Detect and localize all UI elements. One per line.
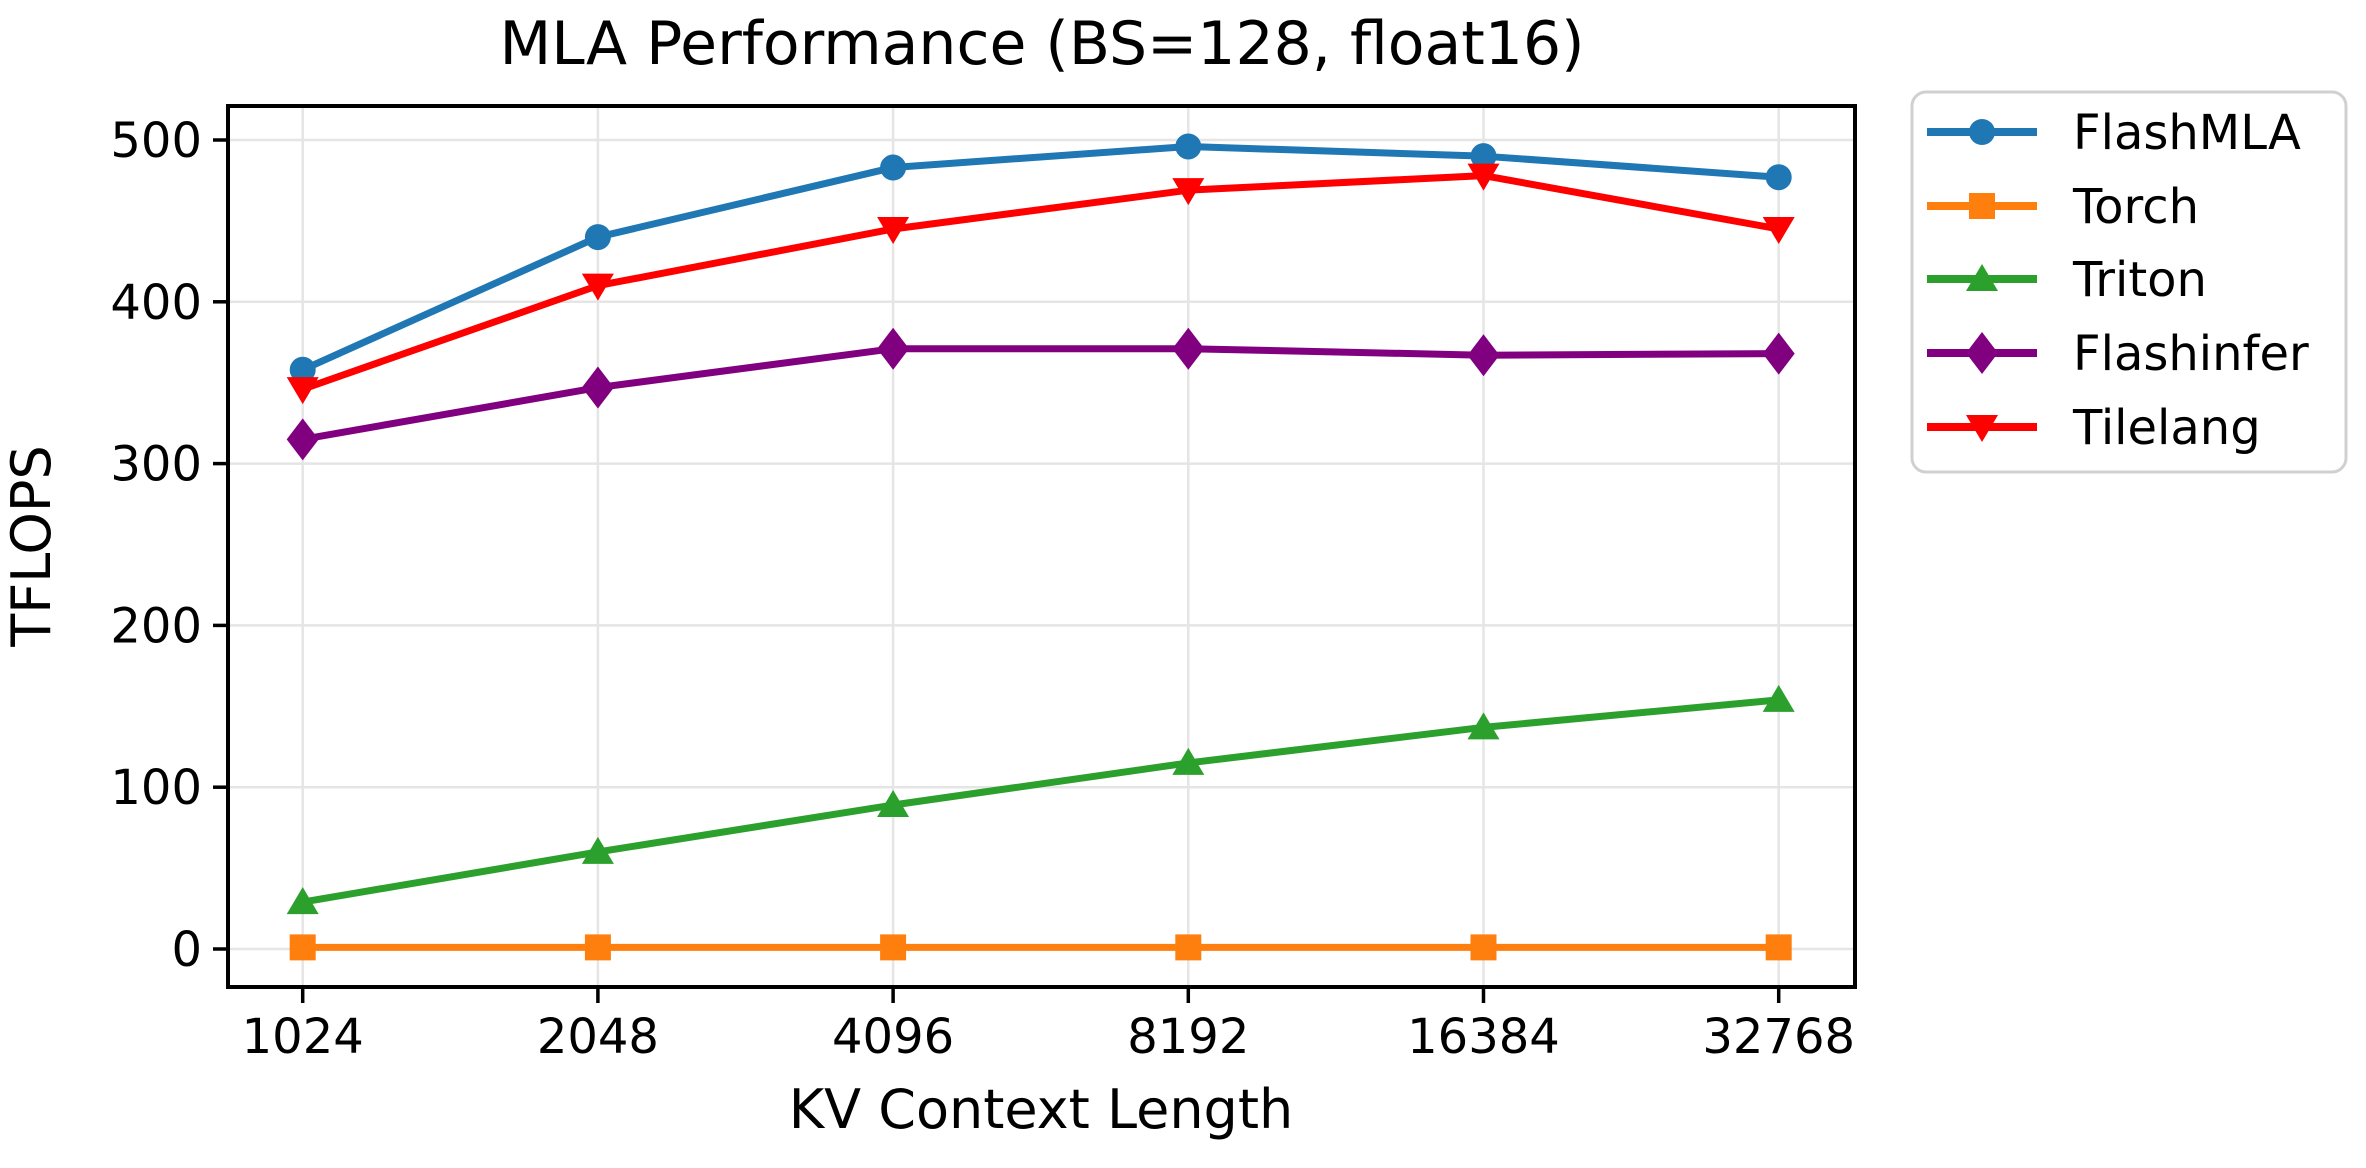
marker-triton-32768 [1762,684,1795,712]
series-line-flashmla [299,142,1783,374]
marker-triton-2048 [581,836,614,864]
legend-item-flashinfer: Flashinfer [1927,326,2309,382]
series-line-flashinfer [299,345,1783,443]
marker-torch-8192 [1175,934,1202,961]
marker-flashmla-8192 [1175,133,1202,160]
x-tick-label: 4096 [832,1009,954,1065]
marker-torch-32768 [1765,934,1792,961]
legend-label-flashmla: FlashMLA [2073,105,2301,161]
legend-label-torch: Torch [2072,179,2199,235]
legend-item-flashmla: FlashMLA [1927,105,2301,161]
marker-flashmla-1024 [289,356,316,383]
legend-marker-triangle-up-icon [1966,264,1998,291]
marker-torch-2048 [584,934,611,961]
series-line-triton [299,696,1783,906]
legend-marker-triangle-down-icon [1966,415,1998,442]
y-tick-label: 0 [171,922,202,978]
y-tick-label: 500 [110,113,202,169]
y-axis-label: TFLOPS [0,445,63,648]
marker-torch-16384 [1470,934,1497,961]
marker-tilelang-16384 [1467,163,1500,191]
y-tick-label: 100 [110,760,202,816]
plot-border [226,104,1857,989]
x-tick-label: 1024 [242,1009,364,1065]
marker-flashmla-32768 [1765,164,1792,191]
marker-flashinfer-32768 [1762,332,1795,375]
legend-label-flashinfer: Flashinfer [2073,326,2309,382]
legend-label-tilelang: Tilelang [2072,400,2261,456]
marker-triton-8192 [1172,747,1205,775]
marker-tilelang-32768 [1762,216,1795,244]
legend-item-triton: Triton [1927,252,2207,308]
y-tick-label: 400 [110,275,202,331]
tick-layer: 0 100 200 300 400 500 1024 2048 4096 8192 16384 327… [110,113,1855,1065]
marker-triton-4096 [877,789,910,817]
legend-marker-circle-icon [1969,119,1995,145]
marker-flashmla-16384 [1470,143,1497,170]
legend-marker-square-icon [1969,193,1995,219]
marker-tilelang-1024 [286,377,319,405]
marker-flashinfer-2048 [581,366,614,409]
series-line-tilelang [299,172,1783,393]
legend-item-torch: Torch [1927,179,2199,235]
grid-layer [228,106,1855,987]
marker-tilelang-2048 [581,273,614,301]
series-layer [286,133,1795,961]
y-tick-label: 200 [110,598,202,654]
x-tick-label: 32768 [1702,1009,1855,1065]
marker-torch-1024 [289,934,316,961]
x-tick-label: 16384 [1407,1009,1560,1065]
y-tick-label: 300 [110,437,202,493]
marker-triton-1024 [286,887,319,915]
marker-torch-4096 [880,934,907,961]
marker-flashmla-4096 [880,154,907,181]
marker-flashinfer-4096 [877,327,910,370]
x-tick-label: 8192 [1127,1009,1249,1065]
marker-flashmla-2048 [584,224,611,251]
marker-flashinfer-8192 [1172,327,1205,370]
legend-label-triton: Triton [2072,252,2207,308]
marker-flashinfer-16384 [1467,334,1500,377]
legend: FlashMLA Torch Triton Flashinfer Tilelang [1910,90,2348,474]
x-axis-label: KV Context Length [789,1078,1293,1141]
marker-tilelang-8192 [1172,178,1205,206]
legend-marker-diamond-icon [1966,332,1998,374]
legend-item-tilelang: Tilelang [1927,400,2261,456]
marker-triton-16384 [1467,712,1500,740]
marker-tilelang-4096 [877,216,910,244]
marker-flashinfer-1024 [286,418,319,461]
x-tick-label: 2048 [537,1009,659,1065]
chart-title: MLA Performance (BS=128, float16) [499,9,1584,79]
legend-box [1910,90,2348,474]
